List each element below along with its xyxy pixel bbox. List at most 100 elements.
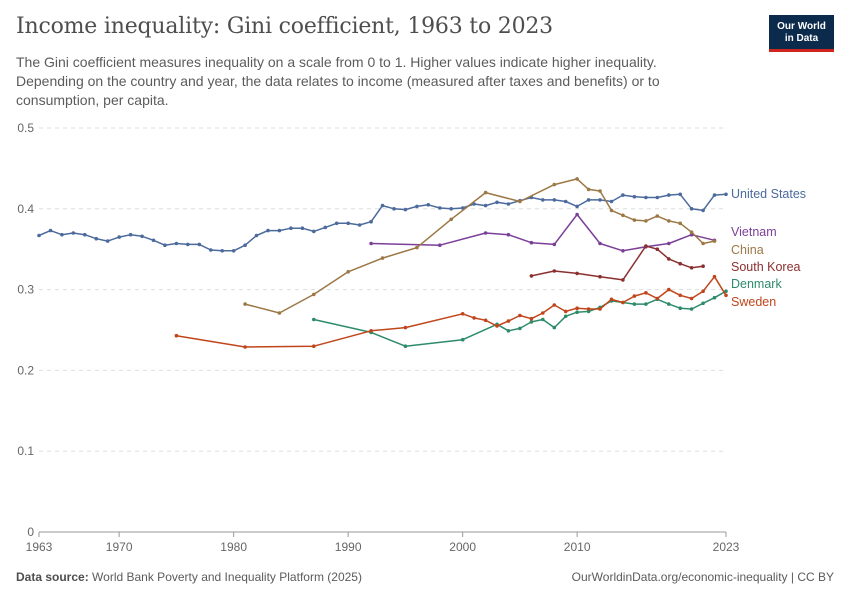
data-point <box>415 245 419 250</box>
data-point <box>438 206 442 210</box>
data-point <box>460 337 465 342</box>
data-point <box>575 271 579 276</box>
data-point <box>483 318 488 323</box>
data-point <box>632 194 637 199</box>
data-point <box>552 242 557 247</box>
data-point <box>71 231 76 235</box>
data-point <box>655 247 660 251</box>
data-point <box>667 302 671 306</box>
data-point <box>151 238 156 243</box>
data-point <box>483 231 488 235</box>
data-point <box>667 257 671 261</box>
data-point <box>701 241 705 246</box>
data-point <box>438 243 442 247</box>
footer-source: Data source: World Bank Poverty and Ineq… <box>16 570 362 584</box>
data-point <box>289 226 293 230</box>
data-point <box>701 301 705 306</box>
x-tick-label: 2023 <box>713 540 740 554</box>
data-point <box>541 317 545 322</box>
series-label: Sweden <box>731 295 776 309</box>
data-point <box>609 297 614 302</box>
data-point <box>678 261 682 266</box>
data-point <box>277 311 282 315</box>
data-point <box>369 219 373 224</box>
data-point <box>529 240 534 245</box>
y-tick-label: 0.2 <box>17 363 34 377</box>
series-line-united-states <box>38 193 727 252</box>
data-point <box>563 309 568 314</box>
data-point <box>724 293 728 298</box>
x-tick-label: 1963 <box>26 540 53 554</box>
data-point <box>380 203 385 208</box>
data-point <box>357 223 362 227</box>
data-point <box>563 314 568 319</box>
data-point <box>678 221 682 226</box>
data-point <box>655 195 660 200</box>
data-point <box>655 296 660 301</box>
data-point <box>701 264 705 269</box>
data-point <box>254 233 259 238</box>
data-point <box>598 198 602 202</box>
data-point <box>678 192 682 197</box>
series-line-south-korea <box>531 245 704 281</box>
data-point <box>60 232 64 237</box>
data-point <box>667 219 671 223</box>
data-point <box>712 239 717 243</box>
data-point <box>701 289 705 294</box>
data-point <box>552 198 557 202</box>
series-label: Vietnam <box>731 225 777 239</box>
data-point <box>209 248 213 252</box>
data-point <box>632 294 637 298</box>
data-point <box>277 228 282 233</box>
owid-logo[interactable]: Our World in Data <box>769 15 834 52</box>
series-line-sweden <box>176 275 727 348</box>
data-point <box>621 193 625 197</box>
data-point <box>48 228 53 233</box>
data-point <box>586 198 591 202</box>
y-tick-label: 0.1 <box>17 444 34 458</box>
data-point <box>346 221 351 226</box>
series-line-denmark <box>313 290 727 347</box>
data-point <box>369 241 373 246</box>
data-point <box>518 199 522 204</box>
data-point <box>689 207 694 211</box>
data-point <box>243 243 247 247</box>
data-point <box>403 325 408 330</box>
footer-link[interactable]: OurWorldinData.org/economic-inequality |… <box>571 570 834 584</box>
data-point <box>323 225 328 230</box>
data-point <box>506 232 511 237</box>
data-point <box>312 344 316 349</box>
data-point <box>689 307 694 311</box>
data-point <box>346 270 351 274</box>
data-point <box>105 239 110 243</box>
data-point <box>701 208 705 213</box>
data-point <box>518 326 522 331</box>
data-point <box>667 193 671 197</box>
data-point <box>724 192 728 197</box>
data-point <box>334 221 339 226</box>
data-point <box>541 311 545 315</box>
data-point <box>667 287 671 292</box>
y-tick-label: 0 <box>27 525 34 539</box>
data-point <box>506 329 511 333</box>
x-tick-label: 2000 <box>449 540 476 554</box>
data-point <box>312 292 316 297</box>
data-point <box>174 241 179 246</box>
data-point <box>678 306 682 311</box>
data-point <box>575 204 579 209</box>
data-point <box>94 236 99 241</box>
data-point <box>83 232 87 237</box>
data-point <box>403 344 408 349</box>
data-point <box>689 266 694 270</box>
y-tick-label: 0.4 <box>17 202 34 216</box>
data-point <box>312 229 316 234</box>
data-point <box>621 249 625 253</box>
data-point <box>403 207 408 212</box>
data-point <box>621 213 625 218</box>
data-point <box>472 316 476 320</box>
series-label: Denmark <box>731 277 782 291</box>
data-point <box>644 291 648 295</box>
source-label: Data source: <box>16 570 89 584</box>
data-point <box>689 230 694 234</box>
data-point <box>37 233 41 238</box>
